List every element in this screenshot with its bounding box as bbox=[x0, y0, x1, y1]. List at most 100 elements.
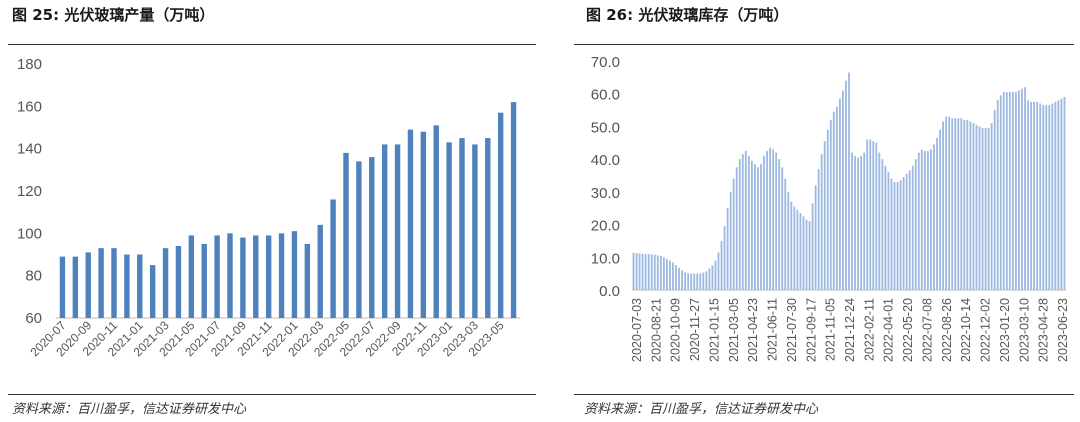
x-tick-label: 2022-04-01 bbox=[882, 298, 896, 362]
bar bbox=[149, 265, 156, 318]
bar bbox=[936, 137, 938, 290]
bar bbox=[914, 159, 917, 290]
x-tick-label: 2021-06-11 bbox=[766, 298, 780, 361]
bar bbox=[920, 149, 923, 290]
bar bbox=[647, 254, 650, 290]
bar bbox=[98, 248, 104, 318]
bar bbox=[954, 118, 957, 290]
x-tick-label: 2022-12-02 bbox=[979, 298, 993, 362]
x-tick-label: 2021-09-17 bbox=[804, 298, 818, 362]
figure-title: 图 25: 光伏玻璃产量（万吨） bbox=[12, 6, 215, 24]
bar bbox=[835, 106, 838, 290]
bar bbox=[784, 178, 787, 290]
bar bbox=[829, 119, 832, 290]
bar bbox=[693, 273, 696, 290]
y-tick-label: 0.0 bbox=[599, 283, 620, 300]
bar bbox=[908, 170, 911, 290]
bar bbox=[1033, 101, 1036, 290]
y-tick-label: 100 bbox=[17, 225, 42, 242]
x-tick-label: 2022-05-20 bbox=[901, 298, 915, 362]
bar bbox=[772, 149, 775, 290]
bar bbox=[188, 235, 195, 318]
bar bbox=[291, 231, 298, 318]
bar bbox=[775, 152, 778, 290]
bar bbox=[760, 164, 762, 290]
bar bbox=[738, 159, 741, 290]
bar bbox=[708, 268, 711, 290]
bar bbox=[659, 255, 662, 290]
bar bbox=[1045, 105, 1048, 290]
bar bbox=[381, 144, 388, 318]
bar bbox=[744, 150, 747, 290]
bar bbox=[278, 233, 285, 318]
bar bbox=[656, 255, 659, 290]
x-tick-label: 2022-10-14 bbox=[959, 298, 973, 362]
bar bbox=[717, 252, 720, 290]
y-tick-label: 60.0 bbox=[591, 87, 620, 104]
bar bbox=[1042, 105, 1045, 290]
bar bbox=[684, 272, 687, 290]
bar bbox=[85, 252, 91, 318]
bar bbox=[790, 201, 793, 290]
x-tick-label: 2023-01-20 bbox=[998, 298, 1012, 362]
x-tick-label: 2021-04-23 bbox=[746, 298, 760, 362]
bar bbox=[799, 213, 802, 290]
bar bbox=[1002, 92, 1005, 290]
bar bbox=[802, 216, 805, 290]
bar bbox=[1024, 87, 1026, 290]
bar bbox=[975, 124, 978, 291]
bar bbox=[1063, 96, 1066, 290]
bar bbox=[757, 167, 759, 290]
bar bbox=[265, 235, 272, 318]
bar bbox=[711, 265, 714, 290]
x-tick-label: 2022-02-11 bbox=[862, 298, 876, 361]
y-tick-label: 30.0 bbox=[591, 185, 620, 202]
bar bbox=[811, 203, 814, 290]
bar bbox=[369, 157, 375, 318]
bar bbox=[754, 164, 756, 290]
bar bbox=[227, 233, 233, 318]
bar bbox=[993, 110, 996, 290]
bar bbox=[472, 144, 478, 318]
bar bbox=[1051, 103, 1054, 291]
bar bbox=[672, 262, 674, 290]
bar bbox=[747, 155, 750, 290]
bar bbox=[1008, 92, 1011, 290]
bar bbox=[317, 224, 323, 318]
bar bbox=[446, 142, 452, 318]
bar bbox=[933, 144, 935, 290]
bar bbox=[681, 270, 683, 290]
bar bbox=[857, 157, 860, 290]
y-tick-label: 50.0 bbox=[591, 119, 620, 136]
x-tick-label: 2020-08-21 bbox=[649, 298, 663, 362]
bar bbox=[59, 256, 66, 318]
bar bbox=[240, 237, 246, 318]
bar bbox=[820, 154, 823, 290]
x-tick-label: 2021-01-15 bbox=[707, 298, 721, 362]
bar bbox=[845, 80, 847, 290]
bar bbox=[984, 128, 987, 290]
bar bbox=[214, 235, 220, 318]
bar bbox=[923, 150, 926, 290]
bar bbox=[860, 155, 863, 290]
y-tick-label: 180 bbox=[17, 56, 42, 73]
bar bbox=[304, 243, 311, 318]
x-tick-label: 2021-12-24 bbox=[843, 298, 857, 362]
bar bbox=[911, 165, 914, 290]
bar bbox=[343, 152, 349, 318]
y-tick-label: 80 bbox=[25, 268, 42, 285]
bar bbox=[981, 128, 984, 290]
bar bbox=[510, 102, 517, 318]
x-tick-label: 2023-06-23 bbox=[1056, 298, 1070, 362]
bar bbox=[1005, 92, 1008, 290]
bar bbox=[945, 116, 948, 290]
bar bbox=[942, 121, 944, 291]
bar bbox=[705, 271, 708, 290]
bar bbox=[1021, 88, 1023, 290]
bar bbox=[817, 168, 820, 290]
bar bbox=[978, 126, 981, 290]
bar bbox=[893, 182, 896, 290]
footer-rule bbox=[8, 394, 536, 395]
bar bbox=[948, 116, 951, 290]
bar bbox=[1057, 100, 1060, 290]
